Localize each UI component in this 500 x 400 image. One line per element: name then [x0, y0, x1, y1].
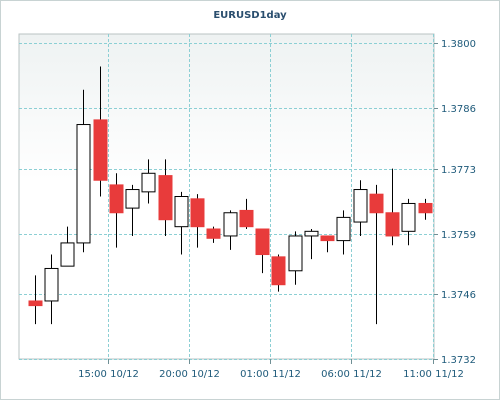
bearish-candle-body — [255, 228, 270, 256]
bullish-candle-body — [353, 189, 368, 223]
bullish-candle-body — [304, 230, 319, 237]
candle — [76, 89, 91, 253]
candle — [174, 191, 189, 255]
bullish-candle-body — [401, 202, 416, 232]
bullish-candle-body — [44, 267, 59, 302]
bullish-candle-body — [336, 216, 351, 242]
bullish-candle-body — [141, 172, 156, 193]
x-tick-label: 11:00 11/12 — [403, 369, 464, 380]
bearish-candle-body — [93, 119, 108, 181]
bullish-candle-body — [288, 235, 303, 272]
x-axis: 15:00 10/12 20:00 10/12 01:00 11/12 06:00 1… — [78, 359, 464, 380]
bearish-candle-body — [239, 209, 254, 228]
y-axis: 1.3800 1.3786 1.3773 1.3759 1.3746 1.3732 — [434, 39, 476, 366]
candle — [190, 194, 205, 248]
candle — [418, 198, 433, 220]
candle — [60, 226, 75, 267]
candle — [93, 66, 108, 197]
x-tick-label: 20:00 10/12 — [159, 369, 220, 380]
candle — [353, 180, 368, 236]
candle — [288, 231, 303, 285]
candle — [239, 198, 254, 229]
y-tick-label: 1.3759 — [441, 230, 476, 241]
x-tick-label: 15:00 10/12 — [78, 369, 139, 380]
candle — [109, 173, 124, 248]
candle — [158, 159, 173, 236]
bearish-candle-body — [320, 235, 335, 242]
candle — [401, 198, 416, 246]
candle — [336, 210, 351, 255]
candle — [125, 184, 140, 236]
bearish-candle-body — [385, 212, 400, 237]
x-tick-label: 01:00 11/12 — [240, 369, 301, 380]
candle — [141, 159, 156, 204]
candle — [304, 229, 319, 260]
candle — [255, 228, 270, 274]
bearish-candle-body — [28, 300, 43, 307]
candle — [28, 275, 43, 325]
bearish-candle-body — [418, 202, 433, 214]
bearish-candle-body — [271, 256, 286, 286]
candle — [206, 226, 221, 243]
bullish-candle-body — [125, 189, 140, 209]
y-tick-label: 1.3773 — [441, 165, 476, 176]
grid — [19, 34, 434, 360]
candle — [385, 168, 400, 246]
candle — [223, 210, 238, 250]
bearish-candle-body — [369, 193, 384, 214]
bearish-candle-body — [158, 175, 173, 221]
candle — [369, 184, 384, 325]
chart-title: EURUSD1day — [213, 10, 287, 21]
candles — [28, 66, 433, 325]
candle — [271, 254, 286, 292]
y-tick-label: 1.3800 — [441, 39, 476, 50]
bullish-candle-body — [223, 212, 238, 237]
bearish-candle-body — [206, 228, 221, 239]
x-tick-label: 06:00 11/12 — [321, 369, 382, 380]
bearish-candle-body — [109, 184, 124, 214]
candle — [44, 254, 59, 325]
y-tick-label: 1.3746 — [441, 290, 476, 301]
bullish-candle-body — [76, 124, 91, 244]
y-tick-label: 1.3786 — [441, 104, 476, 115]
bearish-candle-body — [190, 198, 205, 228]
y-tick-label: 1.3732 — [441, 355, 476, 366]
bullish-candle-body — [174, 196, 189, 228]
candle — [320, 235, 335, 253]
bullish-candle-body — [60, 242, 75, 267]
